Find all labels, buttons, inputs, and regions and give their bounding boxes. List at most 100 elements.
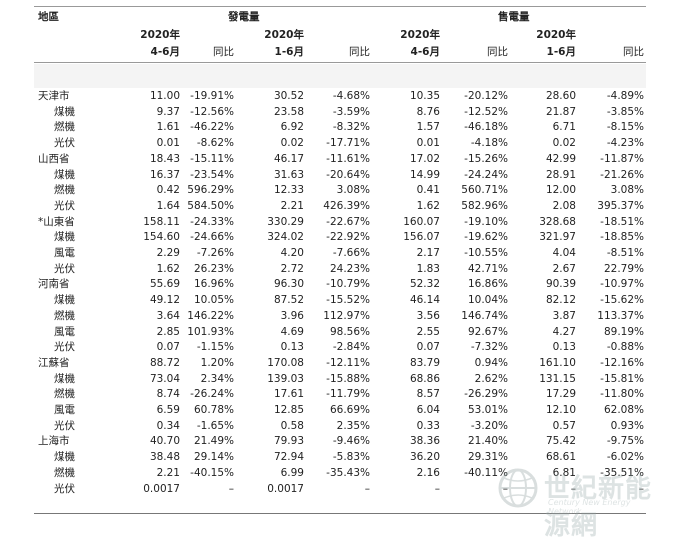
table-row-region: 上海市 40.70 21.49% 79.93 -9.46% 38.36 21.40% 75.4…: [0, 434, 674, 450]
cell-value: 584.50%: [187, 199, 234, 212]
header-year-gen-q2: 2020年: [140, 29, 180, 41]
row-label: 煤機: [54, 451, 75, 464]
cell-value: 0.01: [156, 137, 180, 150]
cell-value: 49.12: [149, 294, 180, 307]
cell-value: 0.33: [416, 419, 440, 432]
cell-value: -8.51%: [606, 247, 644, 259]
cell-value: -46.18%: [464, 121, 508, 134]
table-row-sub: 風電 2.85 101.93% 4.69 98.56% 2.55 92.67% 4.27 89.…: [0, 325, 674, 341]
cell-value: 1.62: [416, 199, 440, 212]
cell-value: 73.04: [149, 372, 180, 385]
row-label: 光伏: [54, 262, 75, 275]
cell-value: 75.42: [545, 435, 576, 448]
table-top-rule: [34, 6, 646, 7]
row-label: 天津市: [38, 90, 70, 102]
cell-value: -0.88%: [606, 341, 644, 354]
cell-value: 426.39%: [323, 199, 370, 212]
cell-value: -40.15%: [190, 466, 234, 479]
cell-value: 2.67: [552, 262, 576, 275]
cell-value: -8.15%: [606, 121, 644, 134]
cell-value: -4.18%: [470, 137, 508, 150]
cell-value: 0.07: [416, 341, 440, 354]
cell-value: 158.11: [143, 215, 180, 228]
cell-value: 12.00: [545, 184, 576, 197]
cell-value: -15.62%: [600, 294, 644, 307]
cell-value: 17.61: [273, 388, 304, 401]
cell-value: 17.02: [409, 152, 440, 165]
cell-value: -18.85%: [600, 231, 644, 244]
cell-value: -20.64%: [326, 168, 370, 181]
cell-value: 0.42: [156, 184, 180, 197]
cell-value: -7.32%: [470, 341, 508, 354]
cell-value: 1.57: [416, 121, 440, 134]
cell-value: 2.17: [416, 247, 440, 259]
cell-value: -46.22%: [190, 121, 234, 134]
cell-value: 3.56: [416, 309, 440, 322]
cell-value: 16.37: [149, 168, 180, 181]
cell-value: 0.13: [280, 341, 304, 354]
cell-value: 1.64: [156, 199, 180, 212]
cell-value: 0.02: [280, 137, 304, 150]
cell-value: 596.29%: [187, 184, 234, 197]
row-label: 燃機: [54, 466, 75, 479]
cell-value: -24.33%: [190, 215, 234, 228]
cell-value: 62.08%: [603, 404, 644, 416]
cell-value: 161.10: [539, 356, 576, 369]
cell-value: –: [364, 482, 370, 495]
table-row-sub: 煤機 38.48 29.14% 72.94 -5.83% 36.20 29.31% 68.61…: [0, 450, 674, 466]
cell-value: -26.29%: [464, 388, 508, 401]
cell-value: 2.08: [552, 199, 576, 212]
cell-value: 98.56%: [329, 325, 370, 338]
cell-value: -8.32%: [332, 121, 370, 134]
cell-value: -1.65%: [196, 419, 234, 432]
cell-value: -35.51%: [600, 466, 644, 479]
cell-value: -24.66%: [190, 231, 234, 244]
cell-value: -12.11%: [326, 356, 370, 369]
cell-value: 101.93%: [187, 325, 234, 338]
row-label: *山東省: [38, 215, 75, 228]
header-sales: 售電量: [498, 11, 530, 23]
row-label: 燃機: [54, 184, 75, 197]
cell-value: 4.20: [280, 247, 304, 259]
cell-value: 46.14: [409, 294, 440, 307]
cell-value: 4.04: [552, 247, 576, 259]
cell-value: 0.0017: [143, 482, 180, 495]
cell-value: 14.99: [409, 168, 440, 181]
cell-value: 3.64: [156, 309, 180, 322]
row-label: 風電: [54, 404, 75, 416]
row-label: 江蘇省: [38, 356, 70, 369]
cell-value: -12.56%: [190, 105, 234, 118]
header-yoy-sales-q2: 同比: [487, 46, 508, 58]
header-yoy-sales-h1: 同比: [623, 46, 644, 58]
cell-value: –: [434, 482, 440, 495]
cell-value: -21.26%: [600, 168, 644, 181]
row-label: 光伏: [54, 199, 75, 212]
cell-value: -22.67%: [326, 215, 370, 228]
cell-value: -7.66%: [332, 247, 370, 259]
table-row-sub: 煤機 154.60 -24.66% 324.02 -22.92% 156.07 -19.62…: [0, 230, 674, 246]
cell-value: 88.72: [149, 356, 180, 369]
cell-value: 10.35: [409, 90, 440, 102]
cell-value: 46.17: [273, 152, 304, 165]
header-yoy-gen-q2: 同比: [213, 46, 234, 58]
cell-value: 42.99: [545, 152, 576, 165]
cell-value: -1.15%: [196, 341, 234, 354]
cell-value: -11.87%: [600, 152, 644, 165]
cell-value: -5.83%: [332, 451, 370, 464]
cell-value: -3.59%: [332, 105, 370, 118]
header-period-sales-q2: 4-6月: [410, 46, 440, 58]
cell-value: 82.12: [545, 294, 576, 307]
cell-value: -10.55%: [464, 247, 508, 259]
cell-value: -2.84%: [332, 341, 370, 354]
cell-value: 16.86%: [467, 278, 508, 291]
cell-value: 68.86: [409, 372, 440, 385]
table-row-sub: 光伏 0.01 -8.62% 0.02 -17.71% 0.01 -4.18% 0.02 -4.…: [0, 136, 674, 152]
cell-value: -24.24%: [464, 168, 508, 181]
cell-value: 2.29: [156, 247, 180, 259]
cell-value: 21.87: [545, 105, 576, 118]
cell-value: -15.88%: [326, 372, 370, 385]
table-row-region: *山東省 158.11 -24.33% 330.29 -22.67% 160.07 -19.…: [0, 215, 674, 231]
cell-value: -19.91%: [190, 90, 234, 102]
cell-value: -4.89%: [606, 90, 644, 102]
cell-value: 29.14%: [193, 451, 234, 464]
